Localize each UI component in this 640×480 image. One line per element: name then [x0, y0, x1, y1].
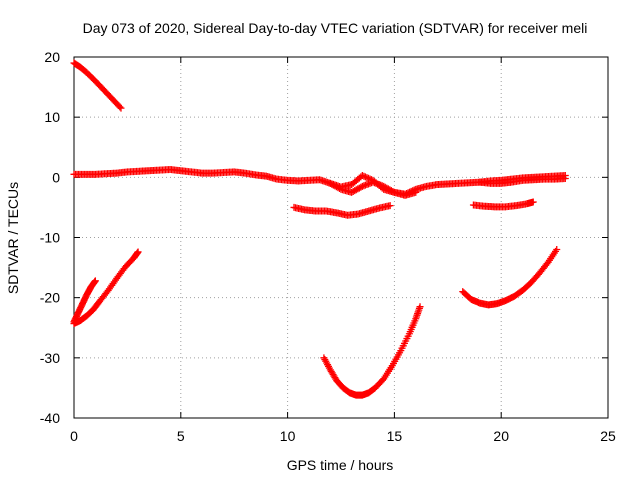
y-tick-label: -20 — [40, 290, 60, 306]
series-arc-early-descending — [70, 59, 125, 112]
data-point — [553, 246, 561, 254]
tick-labels: 0 5 10 15 20 25 -40 -30 -20 -10 0 10 20 — [40, 49, 616, 444]
data-point — [416, 303, 424, 311]
y-tick-label: 10 — [44, 109, 60, 125]
y-tick-label: 20 — [44, 49, 60, 65]
data-point — [335, 185, 343, 193]
series-arc-negative-5-late — [469, 198, 537, 211]
y-tick-label: 0 — [52, 169, 60, 185]
data-point — [358, 172, 366, 180]
data-point — [117, 104, 125, 112]
y-tick-label: -10 — [40, 230, 60, 246]
x-tick-label: 0 — [70, 428, 78, 444]
gridlines — [74, 57, 608, 418]
series-arc-negative-5 — [290, 202, 394, 219]
chart-title: Day 073 of 2020, Sidereal Day-to-day VTE… — [83, 20, 588, 36]
y-tick-label: -40 — [40, 410, 60, 426]
data-point — [116, 103, 124, 111]
data-point — [134, 248, 142, 256]
y-axis-label: SDTVAR / TECUs — [5, 182, 21, 294]
series-arc-early-rising-b — [70, 248, 142, 328]
x-tick-label: 10 — [280, 428, 296, 444]
data-point — [91, 277, 99, 285]
data-point — [360, 172, 368, 180]
data-point — [386, 202, 394, 210]
series-arc-secondary-1 — [326, 178, 420, 199]
data-point — [412, 188, 420, 196]
data-point — [529, 198, 537, 206]
series-arc-deep-dip — [320, 303, 424, 399]
data-point — [389, 188, 397, 196]
x-tick-label: 20 — [493, 428, 509, 444]
series-arc-late-bowl — [459, 246, 561, 309]
data-point — [361, 173, 369, 181]
series-arc-secondary-2 — [476, 175, 569, 187]
x-tick-label: 15 — [387, 428, 403, 444]
data-point — [363, 174, 371, 182]
series-arc-main-near-zero — [70, 166, 569, 198]
x-tick-label: 5 — [177, 428, 185, 444]
x-tick-label: 25 — [600, 428, 616, 444]
data-point — [357, 183, 365, 191]
series-layer — [70, 59, 569, 399]
data-point — [561, 175, 569, 183]
x-axis-label: GPS time / hours — [287, 457, 394, 473]
y-tick-label: -30 — [40, 350, 60, 366]
